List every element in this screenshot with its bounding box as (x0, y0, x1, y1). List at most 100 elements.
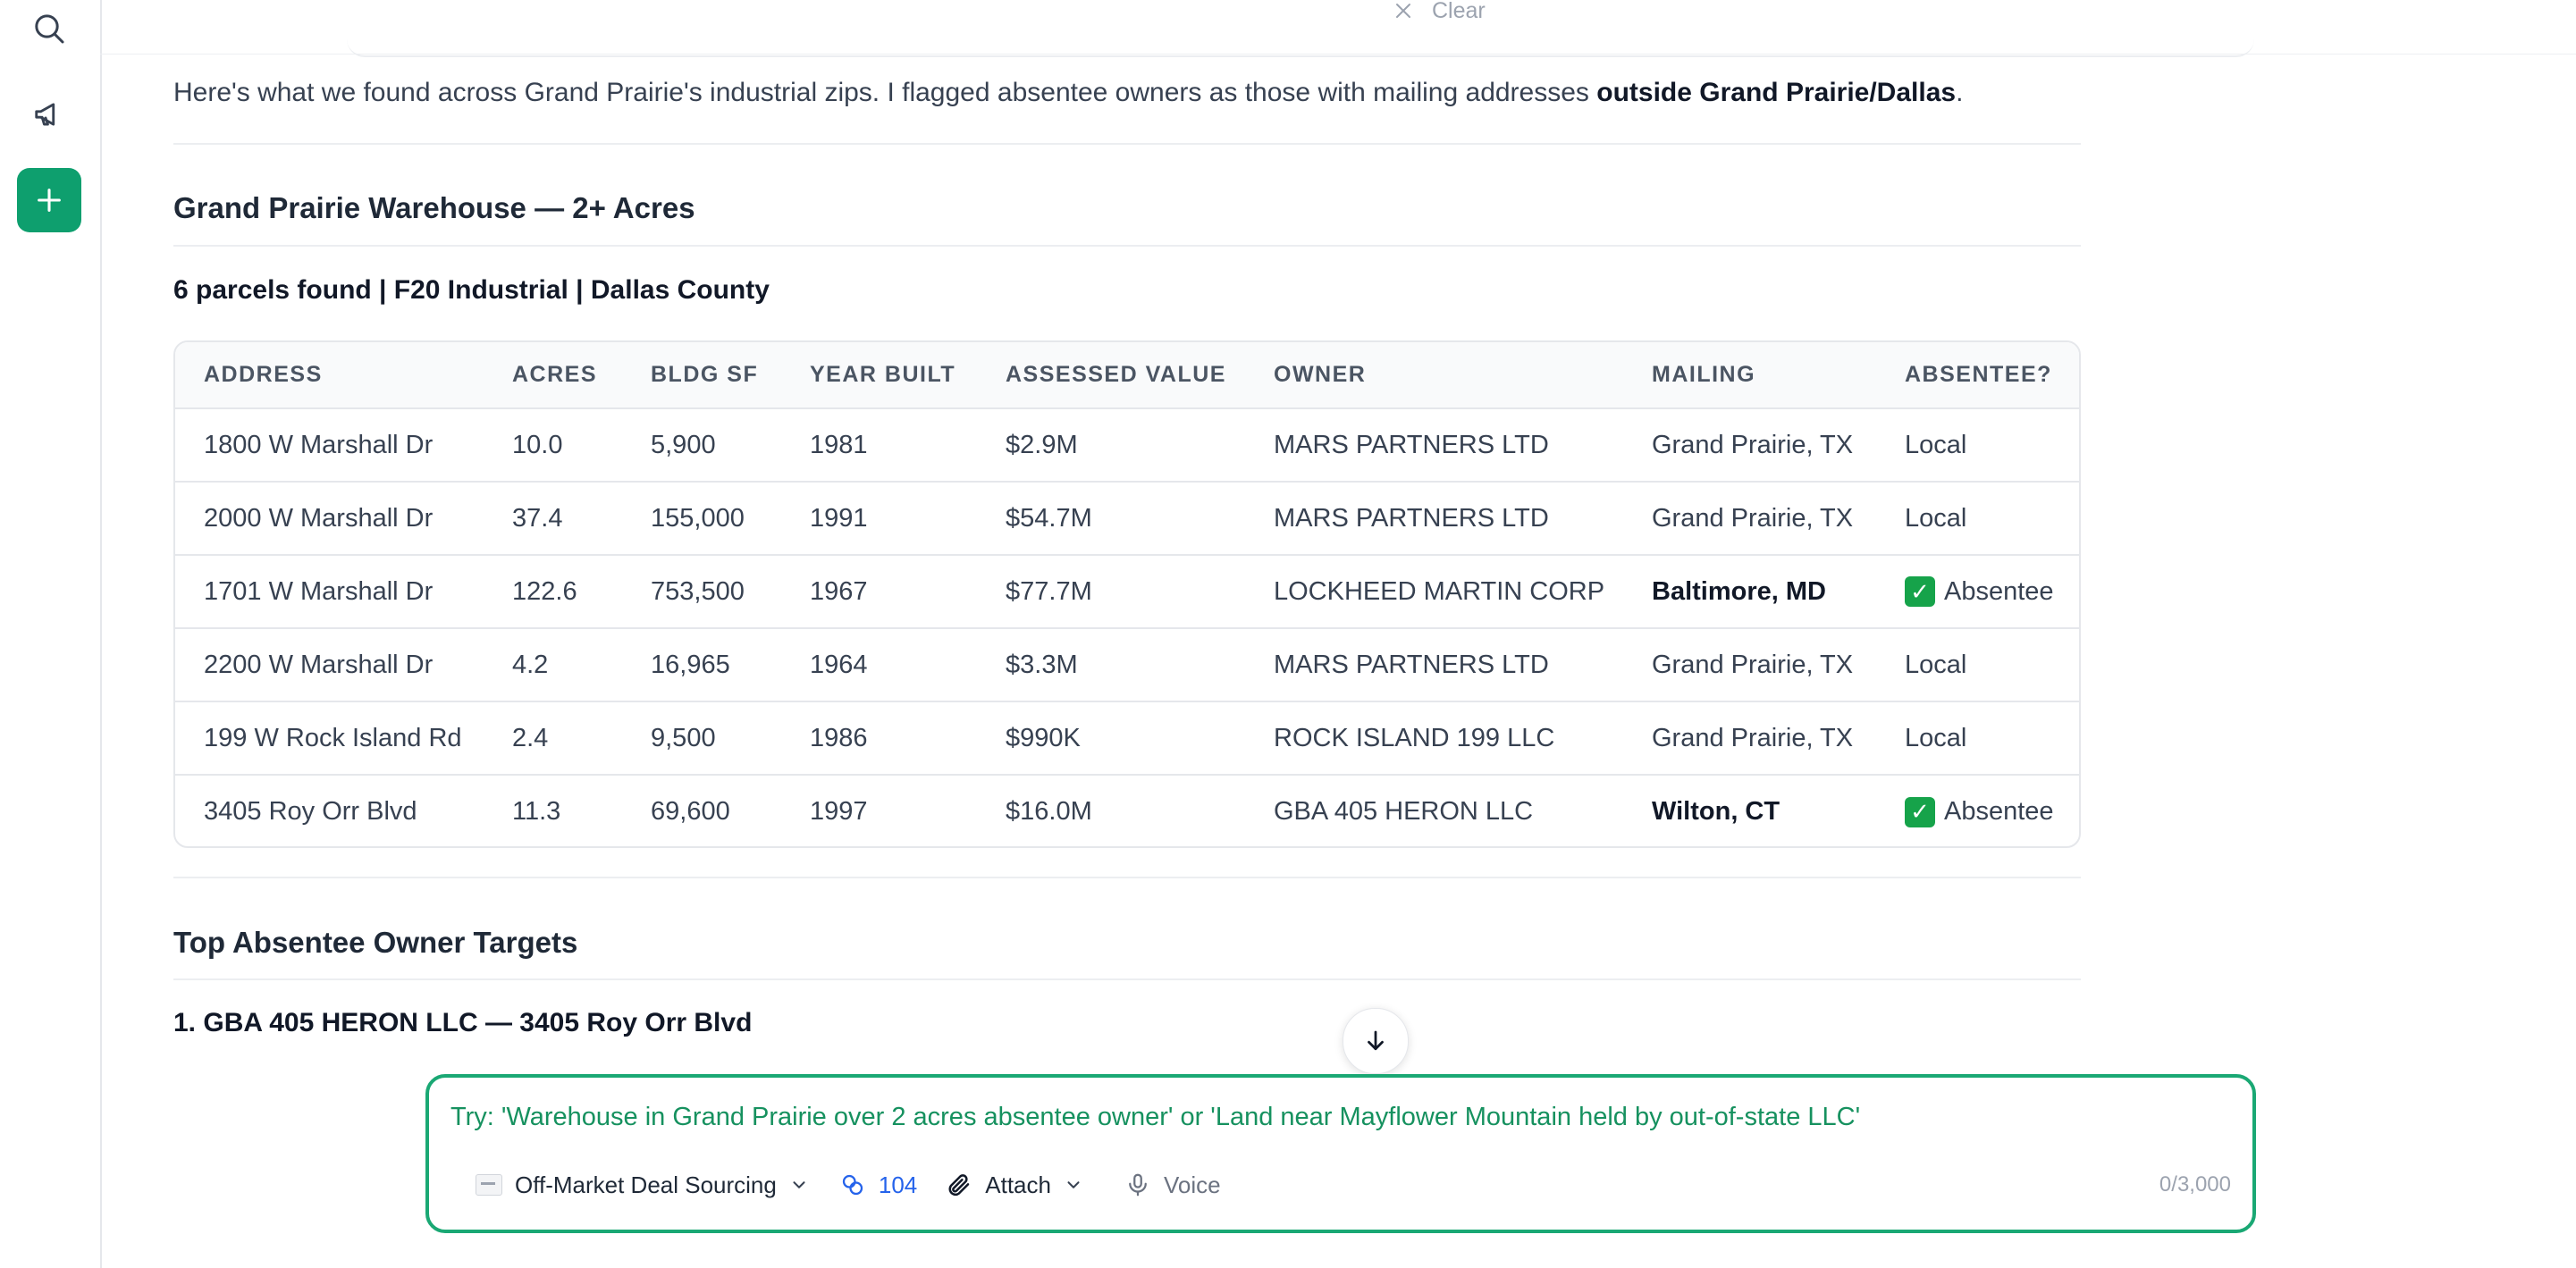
cell-assessed-value: $77.7M (977, 554, 1245, 628)
cell-bldg-sf: 5,900 (651, 430, 716, 459)
clear-label: Clear (1432, 0, 1486, 23)
cell-acres: 4.2 (484, 627, 622, 701)
check-icon: ✓ (1905, 576, 1935, 607)
arrow-down-icon (1368, 1030, 1384, 1051)
cell-assessed-value: $54.7M (977, 481, 1245, 555)
column-header-bldg-sf: BLDG SF (622, 342, 781, 409)
voice-button[interactable]: Voice (1124, 1171, 1221, 1199)
cell-year-built: 1967 (781, 554, 977, 628)
cell-bldg-sf: 753,500 (622, 554, 781, 628)
search-button[interactable] (17, 0, 81, 61)
cell-assessed-value: $2.9M (1006, 430, 1078, 459)
absentee-status: Local (1905, 430, 1967, 459)
column-header-owner: OWNER (1245, 342, 1623, 409)
cell-year-built: 1997 (781, 774, 977, 846)
table-header-row: ADDRESS ACRES BLDG SF YEAR BUILT ASSESSE… (175, 342, 2079, 409)
table-row: 1800 W Marshall Dr 10.0 5,900 1981 $2.9M… (175, 408, 2079, 482)
cell-address: 2200 W Marshall Dr (175, 627, 484, 701)
cell-owner: LOCKHEED MARTIN CORP (1245, 554, 1623, 628)
cell-address: 199 W Rock Island Rd (175, 701, 484, 775)
cell-acres: 11.3 (484, 774, 622, 846)
chevron-down-icon (793, 1181, 805, 1188)
check-icon: ✓ (1905, 796, 1935, 827)
target-item-heading: 1. GBA 405 HERON LLC — 3405 Roy Orr Blvd (173, 1008, 753, 1037)
paperclip-icon (948, 1174, 970, 1197)
close-icon (1396, 4, 1410, 18)
clear-button[interactable]: Clear (1393, 0, 1486, 25)
attach-label: Attach (985, 1171, 1051, 1198)
cell-year-built: 1991 (781, 481, 977, 555)
cell-owner: MARS PARTNERS LTD (1245, 627, 1623, 701)
new-chat-button[interactable] (17, 168, 81, 232)
credits-count: 104 (878, 1171, 918, 1198)
column-header-assessed-value: ASSESSED VALUE (977, 342, 1245, 409)
absentee-status: Local (1905, 723, 1967, 752)
cell-acres: 2.4 (484, 701, 622, 775)
search-icon (35, 14, 64, 44)
parcels-table: ADDRESS ACRES BLDG SF YEAR BUILT ASSESSE… (173, 340, 2081, 848)
cell-absentee: ✓ Absentee (1876, 554, 2079, 628)
plus-icon (38, 189, 61, 212)
composer-toolbar: Off-Market Deal Sourcing 104 Attach Voic… (476, 1165, 1221, 1205)
left-rail (0, 0, 102, 1268)
cell-absentee: ✓ Absentee (1876, 774, 2079, 846)
cell-absentee: Local (1876, 481, 2079, 555)
cell-mailing: Baltimore, MD (1623, 554, 1876, 628)
cell-mailing: Wilton, CT (1623, 774, 1876, 846)
cell-owner: MARS PARTNERS LTD (1274, 430, 1549, 459)
megaphone-icon (35, 103, 55, 126)
previous-message-edge (347, 0, 2254, 57)
microphone-icon (1129, 1173, 1147, 1197)
mode-selector[interactable]: Off-Market Deal Sourcing (476, 1171, 809, 1199)
cell-assessed-value: $990K (977, 701, 1245, 775)
cell-year-built: 1986 (781, 701, 977, 775)
cell-acres: 10.0 (512, 430, 563, 459)
absentee-status: Local (1905, 503, 1967, 533)
divider (173, 877, 2081, 878)
table-row: 3405 Roy Orr Blvd 11.3 69,600 1997 $16.0… (175, 774, 2079, 846)
mode-logo-icon (476, 1174, 502, 1196)
cell-acres: 122.6 (484, 554, 622, 628)
scroll-to-bottom-button[interactable] (1343, 1008, 1409, 1074)
cell-year-built: 1964 (781, 627, 977, 701)
cell-assessed-value: $16.0M (977, 774, 1245, 846)
character-counter: 0/3,000 (2159, 1172, 2231, 1197)
absentee-status: Absentee (1944, 576, 2054, 606)
cell-bldg-sf: 69,600 (622, 774, 781, 846)
cell-address: 2000 W Marshall Dr (175, 481, 484, 555)
cell-address: 1800 W Marshall Dr (204, 430, 434, 459)
section-title: Top Absentee Owner Targets (173, 926, 578, 959)
mode-label: Off-Market Deal Sourcing (515, 1171, 777, 1198)
cell-absentee: Local (1876, 627, 2079, 701)
cell-mailing: Grand Prairie, TX (1623, 481, 1876, 555)
cell-owner: ROCK ISLAND 199 LLC (1245, 701, 1623, 775)
intro-text: Here's what we found across Grand Prairi… (173, 73, 2081, 113)
cell-address: 1701 W Marshall Dr (175, 554, 484, 628)
divider (173, 245, 2081, 247)
top-bar: Clear (100, 0, 2576, 55)
section-subtitle: 6 parcels found | F20 Industrial | Dalla… (173, 275, 770, 305)
attach-button[interactable]: Attach (946, 1171, 1083, 1199)
intro-text-main: Here's what we found across Grand Prairi… (173, 78, 1597, 107)
chevron-down-icon (1067, 1181, 1080, 1188)
cell-assessed-value: $3.3M (977, 627, 1245, 701)
column-header-absentee: ABSENTEE? (1876, 342, 2079, 409)
column-header-year-built: YEAR BUILT (781, 342, 977, 409)
cell-owner: GBA 405 HERON LLC (1245, 774, 1623, 846)
section-title: Grand Prairie Warehouse — 2+ Acres (173, 191, 695, 224)
announcements-button[interactable] (17, 82, 81, 147)
link-credits-icon (842, 1174, 863, 1196)
message-composer: Off-Market Deal Sourcing 104 Attach Voic… (425, 1074, 2256, 1233)
cell-acres: 37.4 (484, 481, 622, 555)
divider (173, 143, 2081, 145)
table-row: 2000 W Marshall Dr 37.4 155,000 1991 $54… (175, 481, 2079, 555)
voice-label: Voice (1163, 1171, 1221, 1198)
cell-bldg-sf: 16,965 (622, 627, 781, 701)
intro-text-end: . (1956, 78, 1964, 107)
cell-owner: MARS PARTNERS LTD (1245, 481, 1623, 555)
table-row: 1701 W Marshall Dr 122.6 753,500 1967 $7… (175, 554, 2079, 628)
prompt-input[interactable] (450, 1103, 2229, 1132)
column-header-acres: ACRES (484, 342, 622, 409)
absentee-status: Local (1905, 650, 1967, 679)
credits-indicator[interactable]: 104 (839, 1171, 917, 1199)
